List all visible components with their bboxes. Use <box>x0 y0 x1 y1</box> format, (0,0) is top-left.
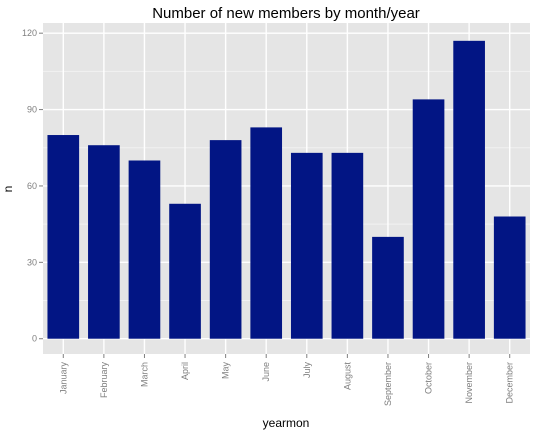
x-tick-label: June <box>261 362 271 382</box>
bar-october <box>412 99 445 339</box>
bar-june <box>250 127 283 339</box>
x-tick-label: October <box>424 362 434 394</box>
y-axis: 0 30 60 90 120 <box>22 28 43 344</box>
x-tick-label: July <box>302 362 312 379</box>
x-tick-label: February <box>99 362 109 399</box>
x-tick-label: November <box>464 362 474 404</box>
chart-title: Number of new members by month/year <box>152 5 420 22</box>
y-axis-title: n <box>1 186 15 193</box>
bar-september <box>372 236 404 339</box>
bar-july <box>290 152 323 339</box>
bars <box>47 40 526 339</box>
bar-august <box>331 152 364 339</box>
x-tick-label: January <box>58 362 68 395</box>
y-tick-label: 120 <box>22 28 37 38</box>
x-axis: January February March April May June July Augu… <box>58 354 515 406</box>
y-tick-label: 30 <box>27 257 37 267</box>
x-tick-label: May <box>221 362 231 380</box>
y-tick-label: 90 <box>27 105 37 115</box>
bar-february <box>88 145 120 339</box>
bar-november <box>453 40 485 339</box>
y-tick-label: 60 <box>27 181 37 191</box>
bar-may <box>209 140 242 339</box>
x-tick-label: September <box>383 362 393 406</box>
bar-december <box>493 216 526 339</box>
x-tick-label: August <box>342 362 352 391</box>
x-axis-title: yearmon <box>263 416 310 430</box>
x-tick-label: December <box>505 362 515 404</box>
x-tick-label: April <box>180 362 190 380</box>
bar-march <box>128 160 161 339</box>
bar-april <box>169 203 201 339</box>
x-tick-label: March <box>139 362 149 387</box>
plot-panel <box>43 23 530 354</box>
y-tick-label: 0 <box>32 334 37 344</box>
bar-january <box>47 135 80 339</box>
